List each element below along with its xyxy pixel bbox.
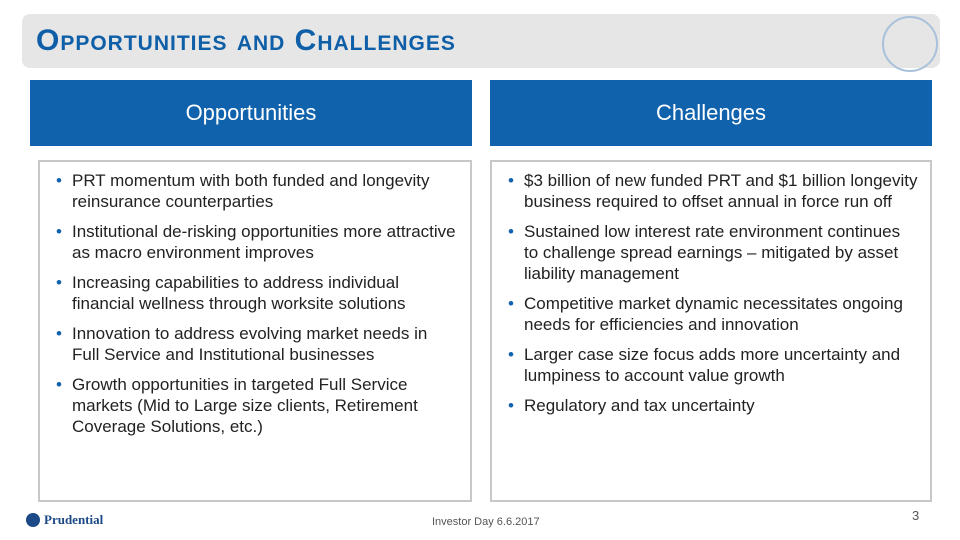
- title-bar: Opportunities and Challenges: [22, 14, 940, 72]
- bullet-list: PRT momentum with both funded and longev…: [48, 170, 458, 437]
- logo-mark: [882, 16, 938, 72]
- page-number: 3: [912, 508, 920, 523]
- column-heading: Challenges: [490, 80, 932, 146]
- bullet-box: $3 billion of new funded PRT and $1 bill…: [490, 160, 932, 502]
- bullet: Institutional de-risking opportunities m…: [56, 221, 458, 263]
- logo-icon: [26, 513, 40, 527]
- bullet: Larger case size focus adds more uncerta…: [508, 344, 918, 386]
- bullet: PRT momentum with both funded and longev…: [56, 170, 458, 212]
- event: Investor Day 6.6.2017: [432, 516, 540, 528]
- bullet: Increasing capabilities to address indiv…: [56, 272, 458, 314]
- bullet: Regulatory and tax uncertainty: [508, 395, 918, 416]
- bullet: Sustained low interest rate environment …: [508, 221, 918, 284]
- bullet: $3 billion of new funded PRT and $1 bill…: [508, 170, 918, 212]
- bullet-box: PRT momentum with both funded and longev…: [38, 160, 472, 502]
- bullet-list: $3 billion of new funded PRT and $1 bill…: [500, 170, 918, 416]
- bullet: Growth opportunities in targeted Full Se…: [56, 374, 458, 437]
- column-heading: Opportunities: [30, 80, 472, 146]
- logo-text: Prudential: [44, 512, 104, 527]
- bullet: Innovation to address evolving market ne…: [56, 323, 458, 365]
- title: Opportunities and Challenges: [36, 24, 456, 57]
- logo: Prudential: [26, 512, 103, 528]
- bullet: Competitive market dynamic necessitates …: [508, 293, 918, 335]
